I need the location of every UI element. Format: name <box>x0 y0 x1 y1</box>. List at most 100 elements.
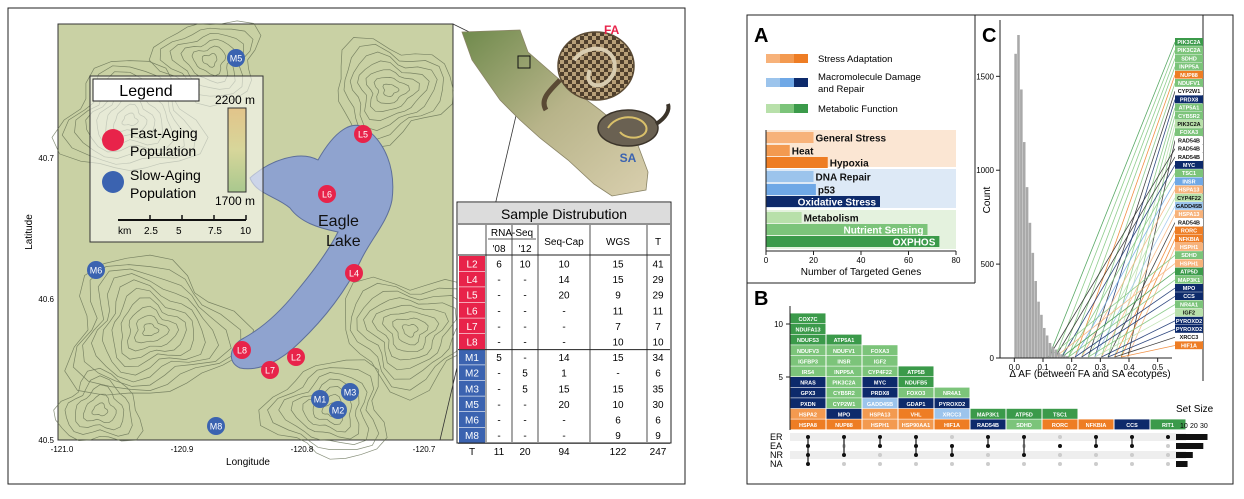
b-ytick: 10 <box>774 320 783 329</box>
site-label: M2 <box>332 406 345 416</box>
a-xtick: 20 <box>809 256 818 265</box>
row-site: M2 <box>465 369 479 380</box>
longitude-label: Longitude <box>226 457 270 468</box>
table-cell: 9 <box>615 431 621 442</box>
upset-gene-label: PRDX8 <box>871 391 889 397</box>
table-cell: 30 <box>652 400 664 411</box>
total-cell: 247 <box>650 447 667 458</box>
table-cell: - <box>497 416 500 427</box>
gene-label: CYP2W1 <box>1178 89 1201 95</box>
upset-gene-label: NDUFV3 <box>797 349 819 355</box>
lon-tick: -120.8 <box>291 445 314 454</box>
set-size-label: Set Size <box>1176 404 1214 415</box>
gene-label: ATP5A1 <box>1179 106 1200 112</box>
table-cell: 11 <box>653 306 664 317</box>
sa-snake-illustration <box>598 110 658 146</box>
gene-label: MPO <box>1183 286 1196 292</box>
matrix-dot <box>950 462 954 466</box>
c-ytick: 1000 <box>976 166 994 175</box>
hist-bar <box>1020 89 1023 358</box>
matrix-dot <box>1130 462 1134 466</box>
gene-label: RAD54B <box>1178 155 1200 161</box>
table-cell: - <box>497 369 500 380</box>
total-cell: 122 <box>610 447 627 458</box>
table-cell: 5 <box>522 369 528 380</box>
table-cell: 5 <box>496 353 502 364</box>
row-site: M1 <box>465 353 479 364</box>
site-label: L2 <box>291 353 301 363</box>
table-cell: 29 <box>652 291 664 302</box>
set-size-bar <box>1176 461 1188 467</box>
upset-gene-label: PYROXD2 <box>939 402 965 408</box>
gene-label: MAP3K1 <box>1178 278 1200 284</box>
panel-c-letter: C <box>982 25 996 47</box>
lat-tick: 40.6 <box>38 295 54 304</box>
upset-gene-label: NDUFB5 <box>905 381 927 387</box>
hdr-seqcap: Seq-Cap <box>544 237 584 248</box>
table-cell: - <box>497 338 500 349</box>
elev-high-label: 2200 m <box>215 93 255 107</box>
site-label: L4 <box>349 269 359 279</box>
upset-gene-label: CCS <box>1126 423 1138 429</box>
set-size-bar <box>1176 443 1203 449</box>
hist-bar <box>1017 35 1020 358</box>
upset-gene-label: INSR <box>837 359 850 365</box>
table-cell: - <box>523 291 526 302</box>
panel-c-xlabel: Δ AF (between FA and SA ecotypes) <box>1009 369 1170 380</box>
matrix-dot <box>1166 462 1170 466</box>
hdr-wgs: WGS <box>606 237 630 248</box>
gene-label: INPP5A <box>1179 65 1199 71</box>
upset-gene-label: MYC <box>874 381 886 387</box>
total-cell: 94 <box>558 447 570 458</box>
fa-snake-illustration <box>558 32 634 100</box>
gene-label: FOXA3 <box>1180 130 1198 136</box>
legend-metabolic: Metabolic Function <box>818 104 898 115</box>
scale-label: 10 <box>240 226 252 237</box>
table-cell: - <box>523 416 526 427</box>
hist-bar <box>1057 352 1060 358</box>
b-ytick: 5 <box>779 373 784 382</box>
bar-label: OXPHOS <box>893 238 936 249</box>
hist-bar <box>1014 54 1017 358</box>
bar-label: p53 <box>818 186 836 197</box>
upset-gene-label: HSPA13 <box>870 412 891 418</box>
table-cell: 14 <box>558 353 570 364</box>
table-cell: - <box>497 431 500 442</box>
hist-bar <box>1060 354 1063 358</box>
table-cell: 9 <box>615 291 621 302</box>
table-cell: 15 <box>612 275 624 286</box>
table-cell: 15 <box>612 353 624 364</box>
table-cell: 5 <box>522 384 528 395</box>
matrix-dot <box>986 462 990 466</box>
elev-low-label: 1700 m <box>215 194 255 208</box>
table-cell: 15 <box>612 260 624 271</box>
matrix-dot <box>878 453 882 457</box>
upset-gene-label: NRAS <box>800 381 816 387</box>
upset-gene-label: NUP88 <box>835 423 853 429</box>
table-cell: 41 <box>652 260 664 271</box>
hist-bar <box>1026 187 1029 358</box>
gene-label: HSPH1 <box>1180 245 1198 251</box>
row-site: L8 <box>466 338 478 349</box>
upset-gene-label: NR4A1 <box>943 391 961 397</box>
total-cell: 11 <box>494 447 505 458</box>
table-cell: - <box>497 275 500 286</box>
upset-gene-label: HIF1A <box>944 423 960 429</box>
a-xtick: 80 <box>952 256 961 265</box>
upset-gene-label: NFKBIA <box>1086 423 1107 429</box>
a-xtick: 40 <box>857 256 866 265</box>
total-label: T <box>469 447 475 458</box>
matrix-dot <box>1094 453 1098 457</box>
upset-gene-label: IRS4 <box>802 370 815 376</box>
table-cell: 10 <box>652 338 664 349</box>
upset-gene-label: IGFBP3 <box>798 359 818 365</box>
bar-hypoxia <box>766 157 828 168</box>
upset-gene-label: HSP90AA1 <box>902 423 930 429</box>
table-cell: 1 <box>561 369 567 380</box>
set-size-tick: 30 <box>1200 423 1208 430</box>
a-xtick: 0 <box>764 256 769 265</box>
sa-label: SA <box>620 151 637 165</box>
gene-label: ATP5D <box>1180 270 1198 276</box>
table-cell: 11 <box>613 306 624 317</box>
hist-bar <box>1054 350 1057 358</box>
